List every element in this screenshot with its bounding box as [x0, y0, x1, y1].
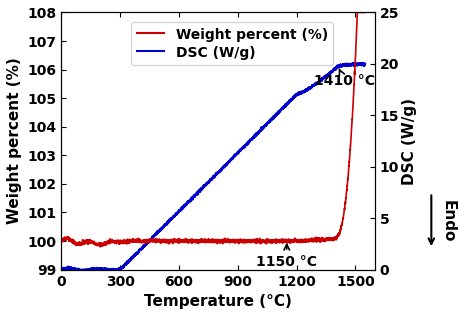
Legend: Weight percent (%), DSC (W/g): Weight percent (%), DSC (W/g)	[131, 22, 333, 65]
X-axis label: Temperature (°C): Temperature (°C)	[144, 294, 292, 309]
Y-axis label: Weight percent (%): Weight percent (%)	[7, 58, 22, 224]
Text: 1150 °C: 1150 °C	[256, 245, 317, 269]
Y-axis label: DSC (W/g): DSC (W/g)	[402, 98, 417, 185]
Text: 1410 °C: 1410 °C	[314, 69, 375, 88]
Text: Endo: Endo	[441, 200, 456, 242]
